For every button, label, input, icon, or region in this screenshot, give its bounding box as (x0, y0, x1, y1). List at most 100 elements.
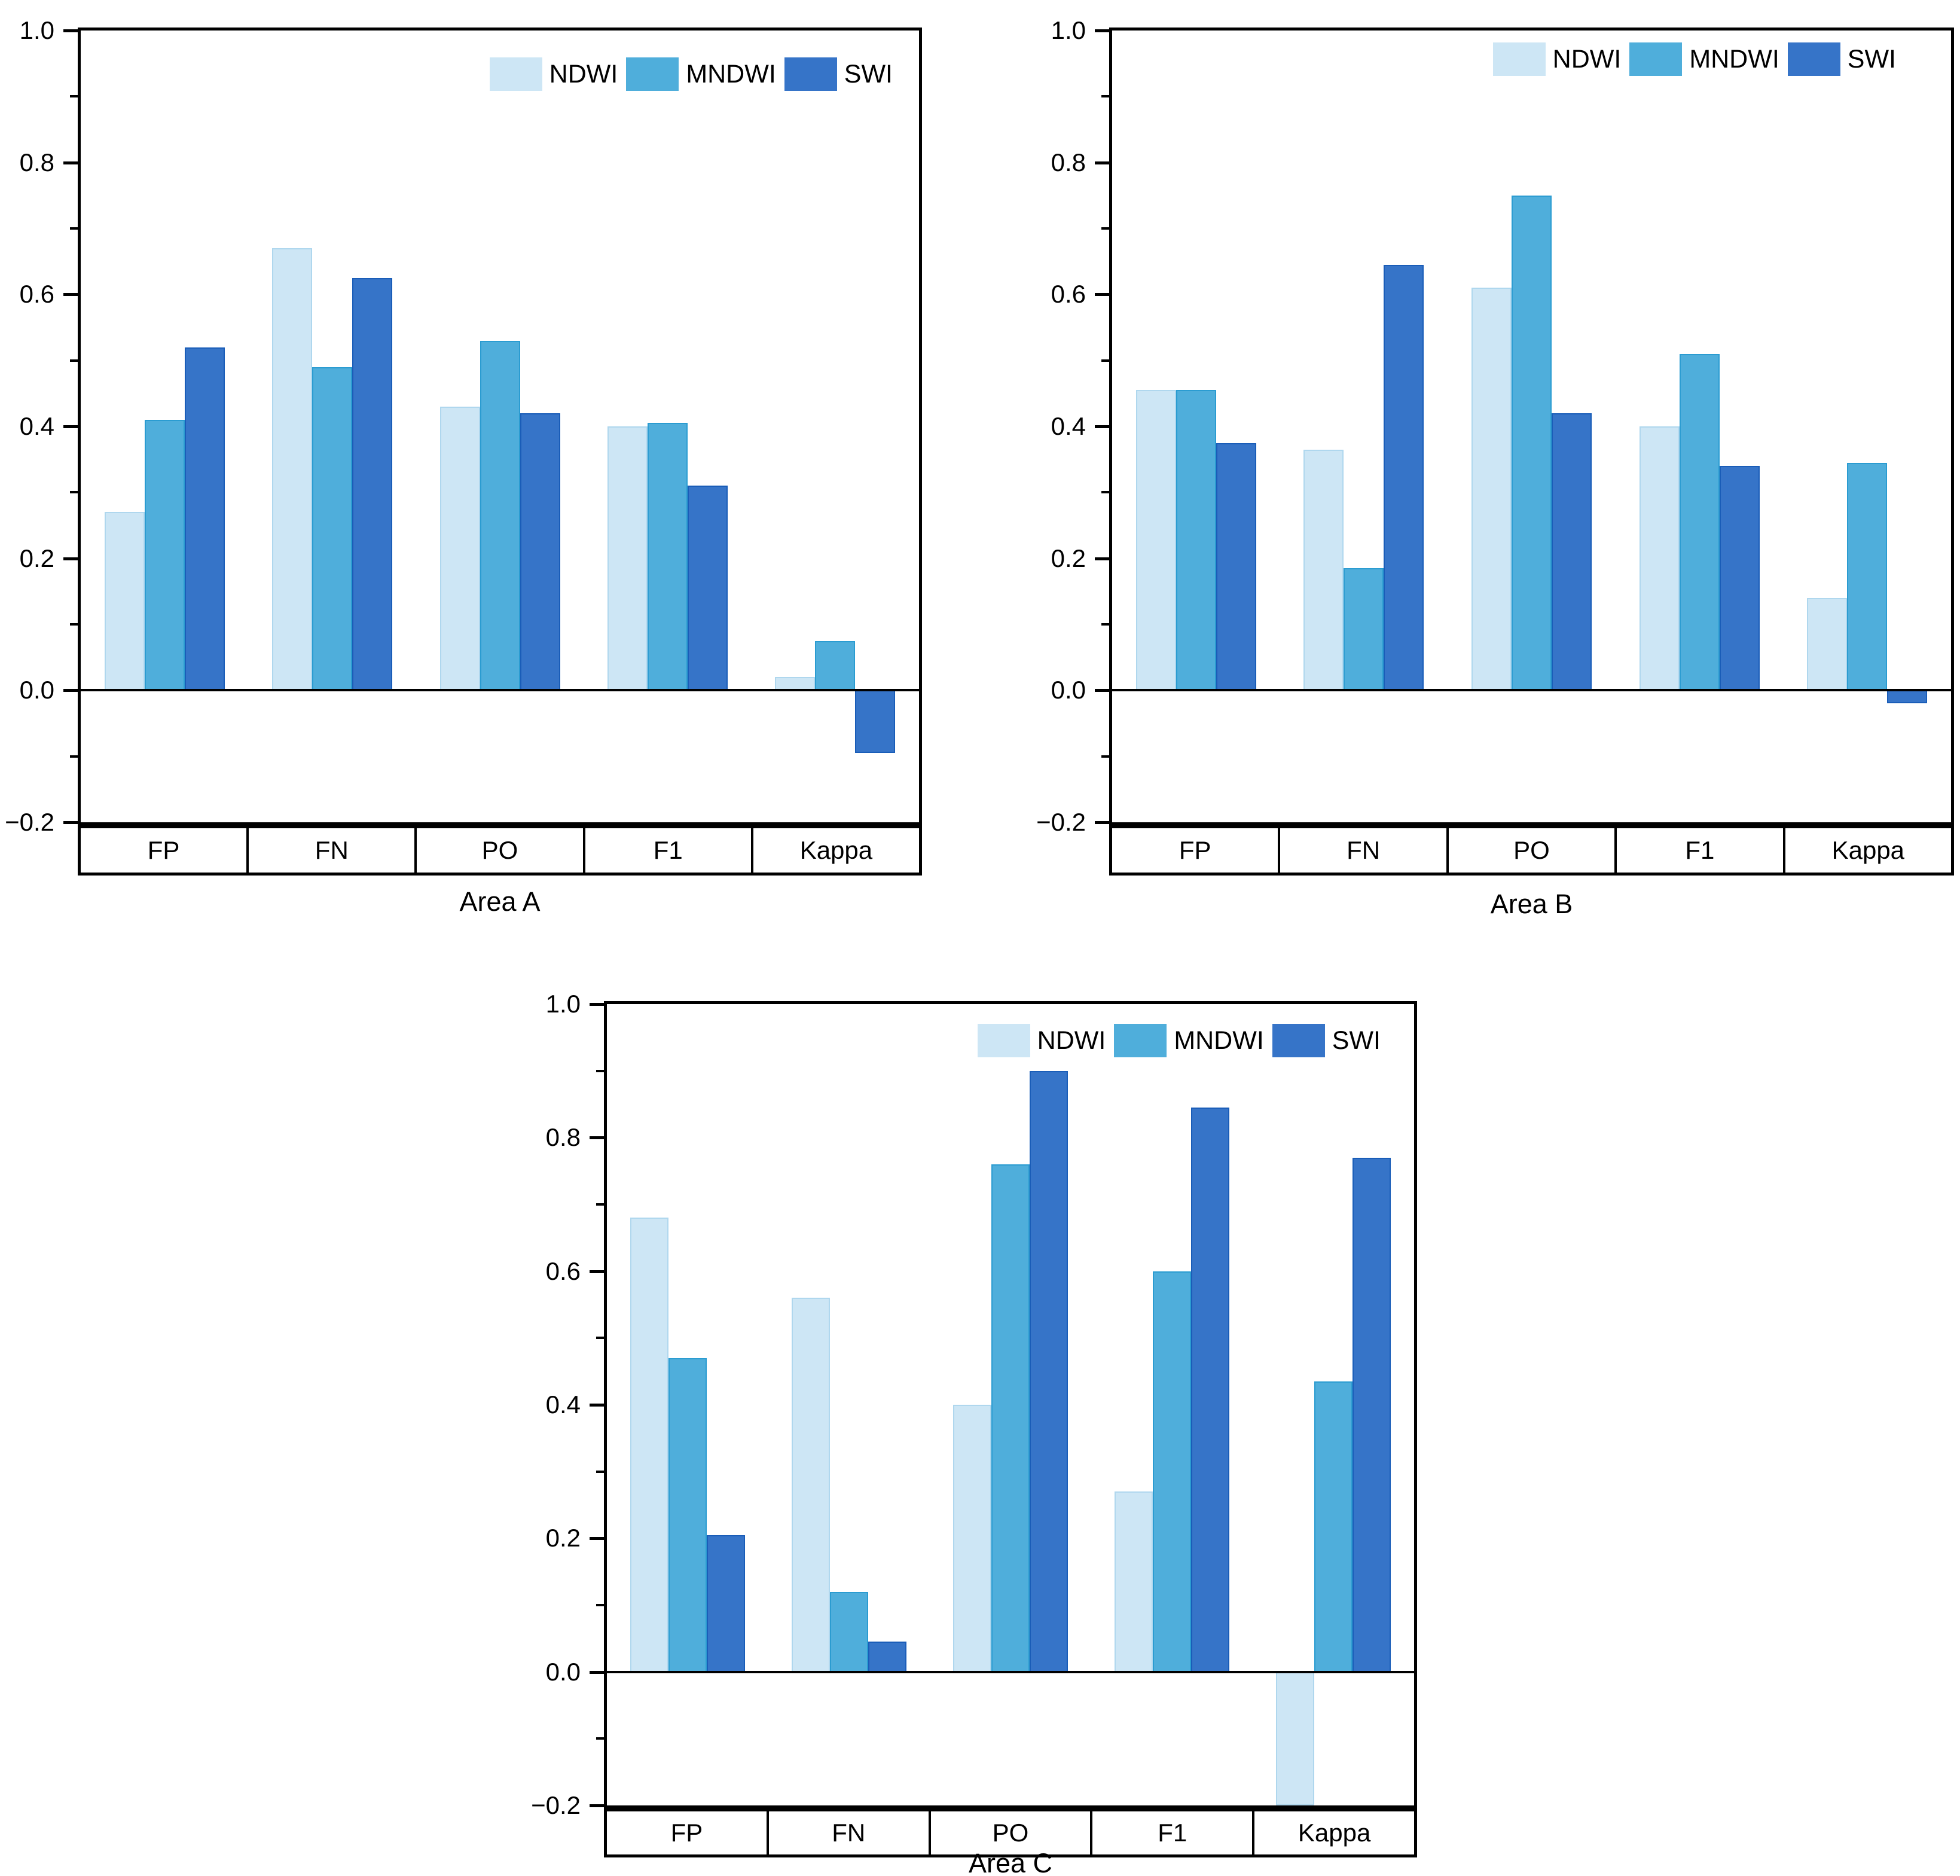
bar-swi-f1 (1719, 466, 1760, 691)
bar-mndwi-f1 (1153, 1271, 1191, 1672)
bar-swi-po (1030, 1070, 1068, 1672)
bar-mndwi-fn (312, 367, 353, 691)
y-axis-tick-label: −0.2 (5, 808, 54, 836)
bar-swi-po (1552, 413, 1592, 691)
legend-label-mndwi: MNDWI (686, 59, 776, 89)
bar-mndwi-fp (144, 419, 185, 691)
category-cell-f1: F1 (1614, 828, 1782, 873)
legend-swatch-mndwi (626, 57, 679, 91)
legend: NDWI MNDWI SWI (1492, 42, 1904, 76)
y-axis-tick-label: −0.2 (531, 1791, 581, 1819)
y-axis-tick-label: 0.0 (545, 1657, 581, 1686)
plot-inner: 1.0 0.8 0.6 0.4 0.2 0.0 −0.2 NDWI MNDWI SWI (531, 992, 1414, 1818)
y-axis-tick-label: 0.4 (545, 1390, 581, 1419)
bar-mndwi-fp (1176, 390, 1216, 691)
bar-swi-fp (1216, 443, 1256, 691)
category-cell-fn: FN (766, 1811, 929, 1854)
bar-swi-f1 (687, 486, 728, 691)
plot-area: 1.0 0.8 0.6 0.4 0.2 0.0 −0.2 NDWI MNDWI SWI (531, 992, 1417, 1818)
x-axis-category-strip: FP FN PO F1 Kappa (1109, 825, 1954, 876)
x-axis-title: Area C (968, 1848, 1053, 1876)
bar-mndwi-kappa (815, 640, 856, 691)
y-axis-major-tick (1095, 425, 1109, 428)
y-axis-major-tick (590, 1003, 604, 1006)
bar-swi-kappa (855, 690, 896, 754)
x-axis-title: Area A (459, 886, 541, 917)
y-axis-major-tick (63, 425, 78, 428)
bar-swi-fn (352, 277, 393, 691)
bar-ndwi-kappa (1276, 1671, 1314, 1805)
category-cell-kappa: Kappa (1782, 828, 1951, 873)
y-axis-tick-label: 0.8 (1051, 148, 1086, 176)
y-axis-tick-label: 0.2 (19, 544, 54, 572)
zero-axis-line (1112, 689, 1951, 692)
legend-swatch-ndwi (977, 1024, 1030, 1057)
y-axis-minor-tick (70, 755, 78, 758)
bar-ndwi-fn (792, 1298, 830, 1672)
legend: NDWI MNDWI SWI (977, 1024, 1389, 1057)
bar-mndwi-po (480, 340, 520, 691)
bar-ndwi-f1 (1115, 1491, 1153, 1672)
category-cell-fp: FP (670, 1819, 703, 1847)
y-axis-tick-label: 0.0 (1051, 676, 1086, 704)
category-cell-f1: F1 (1090, 1811, 1252, 1854)
legend-swatch-ndwi (489, 57, 542, 91)
category-cell-kappa: Kappa (750, 828, 919, 873)
y-axis-tick-label: 0.4 (1051, 412, 1086, 440)
legend-swatch-swi (1272, 1024, 1325, 1057)
y-axis-minor-tick (1101, 623, 1109, 626)
y-axis-tick-label: 0.2 (1051, 544, 1086, 572)
bar-swi-kappa (1887, 690, 1928, 704)
legend-label-swi: SWI (1847, 44, 1896, 74)
y-axis-minor-tick (1101, 227, 1109, 230)
bar-swi-f1 (1191, 1108, 1229, 1672)
bar-ndwi-fp (1135, 390, 1176, 691)
bar-mndwi-fn (830, 1591, 868, 1672)
legend-label-swi: SWI (844, 59, 893, 89)
y-axis-major-tick (63, 821, 78, 824)
y-axis-minor-tick (1101, 755, 1109, 758)
y-axis-major-tick (590, 1136, 604, 1140)
bar-swi-kappa (1353, 1157, 1391, 1672)
y-axis-major-tick (63, 293, 78, 297)
bar-mndwi-fn (1344, 568, 1384, 691)
category-cell-fn: FN (1278, 828, 1446, 873)
y-axis-major-tick (590, 1270, 604, 1273)
y-axis-tick-label: 0.6 (545, 1256, 581, 1285)
legend-swatch-swi (1787, 42, 1840, 76)
y-axis-tick-label: 0.8 (545, 1123, 581, 1152)
y-axis-major-tick (1095, 29, 1109, 32)
legend-label-mndwi: MNDWI (1174, 1026, 1264, 1055)
bar-mndwi-kappa (1847, 462, 1888, 691)
y-axis-major-tick (1095, 161, 1109, 164)
y-axis-major-tick (590, 1804, 604, 1807)
y-axis-tick-label: 0.4 (19, 412, 54, 440)
category-cell-kappa: Kappa (1252, 1811, 1414, 1854)
bar-mndwi-po (1512, 195, 1552, 691)
y-axis-major-tick (63, 557, 78, 560)
y-axis-tick-label: 0.0 (19, 676, 54, 704)
plot-area: 1.0 0.8 0.6 0.4 0.2 0.0 −0.2 NDWI MNDWI SWI (1036, 18, 1954, 835)
legend-swatch-swi (784, 57, 837, 91)
y-axis-major-tick (1095, 689, 1109, 693)
y-axis-tick-label: 0.2 (545, 1524, 581, 1552)
bar-ndwi-fn (1303, 449, 1344, 691)
legend-label-ndwi: NDWI (1037, 1026, 1106, 1055)
y-axis-tick-label: 1.0 (545, 990, 581, 1018)
y-axis-minor-tick (596, 1470, 604, 1473)
y-axis-major-tick (590, 1404, 604, 1407)
bar-swi-fn (1384, 264, 1424, 691)
bar-mndwi-po (991, 1164, 1030, 1672)
y-axis-major-tick (1095, 293, 1109, 297)
y-axis-major-tick (1095, 557, 1109, 560)
x-axis-category-strip: FP FN PO F1 Kappa (78, 825, 922, 876)
bar-swi-po (520, 413, 560, 691)
y-axis-minor-tick (70, 227, 78, 230)
zero-axis-line (81, 689, 919, 692)
plot-inner: 1.0 0.8 0.6 0.4 0.2 0.0 −0.2 NDWI MNDWI SWI (1036, 18, 1951, 835)
y-axis-minor-tick (596, 1337, 604, 1340)
plot-inner: 1.0 0.8 0.6 0.4 0.2 0.0 −0.2 NDWI MNDWI SWI (5, 18, 919, 835)
